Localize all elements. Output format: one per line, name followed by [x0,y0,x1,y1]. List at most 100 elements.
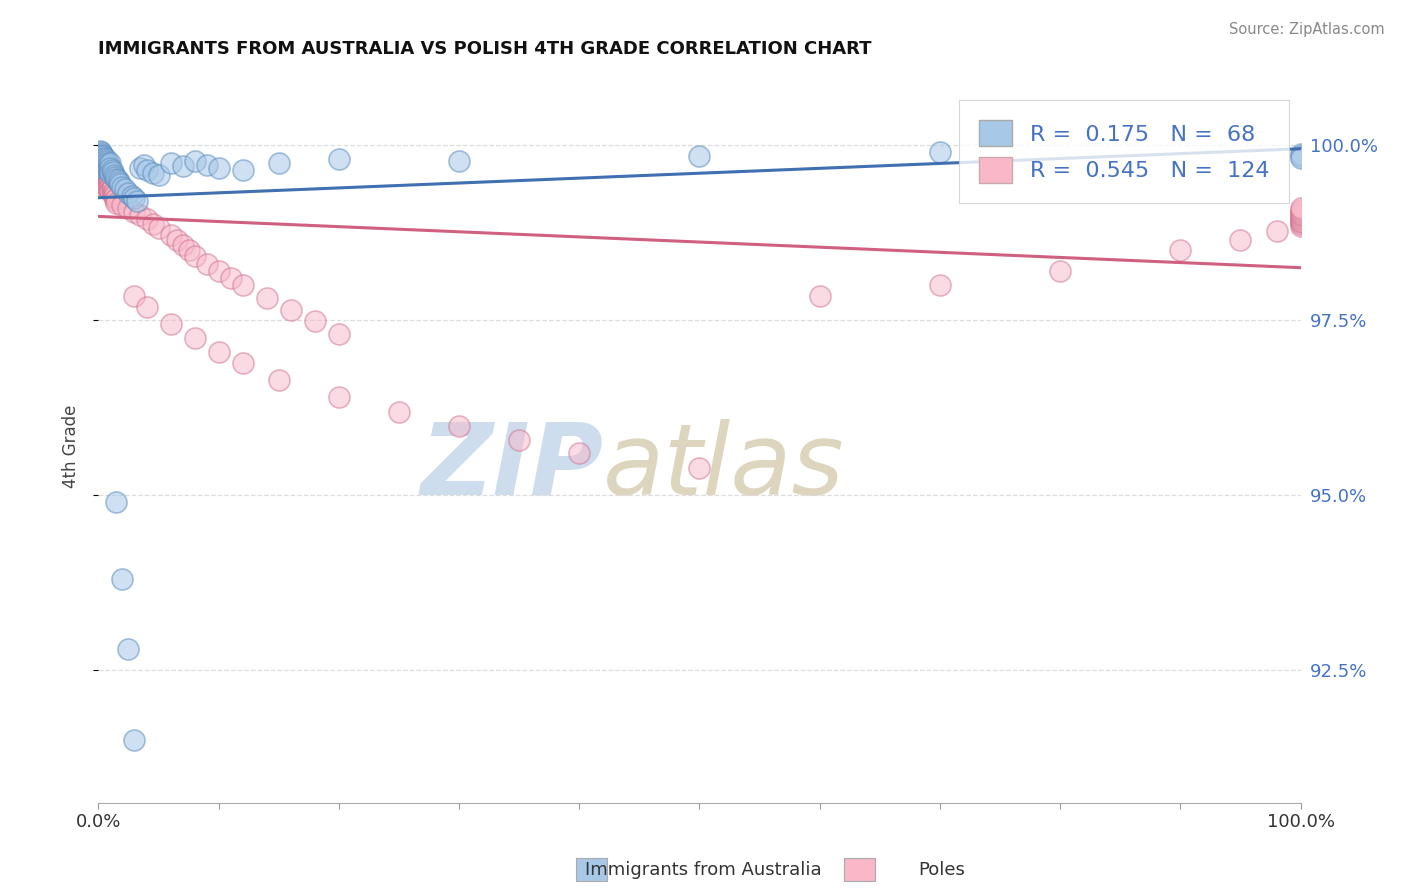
Point [159,317,181,331]
Point [1170,243,1192,257]
Point [90,149,112,163]
Point [568,446,591,460]
Point [105,191,128,205]
Point [89,144,111,158]
Text: IMMIGRANTS FROM AUSTRALIA VS POLISH 4TH GRADE CORRELATION CHART: IMMIGRANTS FROM AUSTRALIA VS POLISH 4TH … [98,40,872,58]
Point [97,168,120,182]
Point [97,178,120,193]
Point [91,161,114,175]
Point [232,278,254,293]
Text: atlas: atlas [603,419,845,516]
Point [91,169,114,184]
Point [135,301,157,315]
Point [148,220,170,235]
Point [100,155,122,169]
Point [90,152,112,166]
Point [94,173,117,187]
Point [108,175,131,189]
Point [89,151,111,165]
Point [183,249,205,263]
Point [1289,217,1312,231]
Point [91,152,114,166]
Point [183,330,205,344]
Point [103,188,125,202]
Point [111,572,134,586]
Point [101,186,124,200]
Point [1289,219,1312,233]
Point [94,152,117,166]
Point [103,168,125,182]
Point [108,177,131,191]
Point [98,180,121,194]
Point [141,166,163,180]
Point [256,291,278,305]
Point [104,193,127,207]
Text: ZIP: ZIP [420,419,603,516]
Point [96,165,118,179]
Point [1289,149,1312,163]
Point [89,146,111,161]
Point [388,405,411,419]
Point [1289,211,1312,226]
Point [91,155,114,169]
Point [141,217,163,231]
Point [447,419,470,434]
Point [208,161,231,175]
Point [90,145,112,160]
Point [96,159,118,173]
Point [105,495,128,509]
Point [90,155,112,169]
Point [101,180,124,194]
Point [94,168,117,182]
Point [91,175,114,189]
Point [91,146,114,161]
Point [91,165,114,179]
Point [117,201,139,215]
Point [304,314,326,328]
Point [89,158,111,172]
Point [124,732,146,747]
Point [91,171,114,186]
Point [100,161,122,175]
Point [91,155,114,169]
Point [100,166,122,180]
Point [267,155,290,169]
Point [89,149,111,163]
Point [100,177,122,191]
Point [105,171,128,186]
Point [98,169,121,184]
Point [808,288,831,302]
Point [94,178,117,193]
Point [93,175,115,189]
Point [1289,204,1312,219]
Point [148,168,170,182]
Point [104,169,127,184]
Point [1289,202,1312,217]
Point [93,180,115,194]
Point [447,153,470,168]
Point [89,161,111,175]
Point [172,237,194,252]
Point [93,169,115,184]
Point [1229,233,1251,247]
Point [91,155,114,169]
Point [91,149,114,163]
Point [94,161,117,175]
Point [90,159,112,173]
Point [1049,264,1071,278]
Point [91,161,114,175]
Point [135,162,157,177]
Point [111,180,134,194]
Point [105,195,128,210]
Point [90,155,112,169]
Point [125,194,148,208]
Point [124,204,146,219]
Point [1265,223,1288,237]
Point [280,302,302,317]
Point [1289,146,1312,161]
Point [93,165,115,179]
Point [267,372,290,386]
Point [1289,208,1312,222]
Point [91,165,114,179]
Point [117,641,139,656]
